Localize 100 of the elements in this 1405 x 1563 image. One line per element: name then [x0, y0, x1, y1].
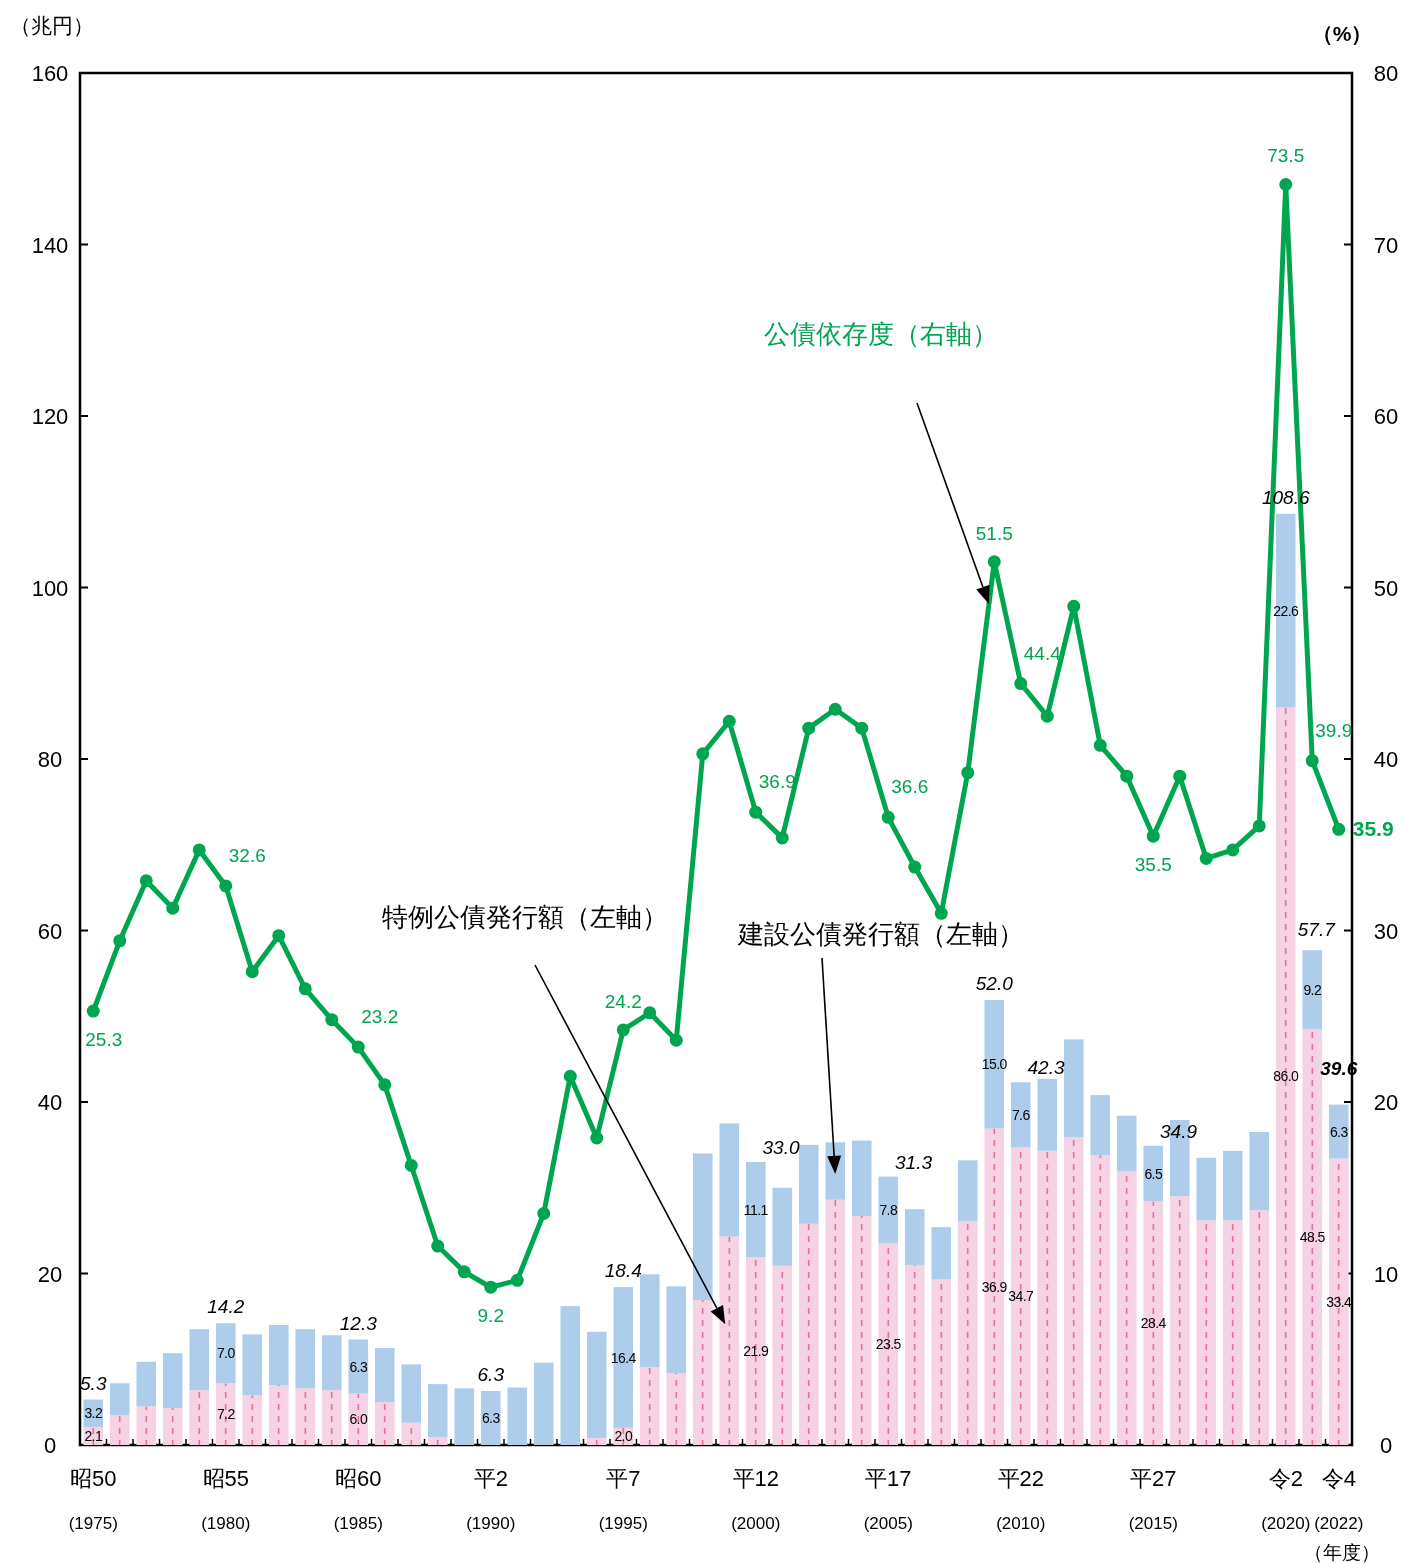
bar: [719, 1236, 740, 1445]
point: [537, 1206, 551, 1220]
bar: [639, 1274, 660, 1367]
data-label: 35.9: [1352, 817, 1394, 841]
bar: [560, 1306, 581, 1445]
x-tick-label: 昭60 (1985): [333, 1466, 383, 1533]
point: [722, 714, 736, 728]
bar: [1169, 1196, 1190, 1445]
data-label: 24.2: [604, 990, 642, 1012]
data-label: 9.2: [1303, 981, 1322, 998]
point: [1199, 851, 1213, 865]
y2-tick-label: 30: [1373, 918, 1399, 944]
total-label: 14.2: [207, 1296, 245, 1318]
bar: [851, 1140, 872, 1217]
point: [563, 1069, 577, 1083]
data-label: 36.9: [981, 1278, 1008, 1295]
bar: [136, 1406, 157, 1445]
total-label: 57.7: [1297, 919, 1337, 941]
point: [457, 1265, 471, 1279]
y2-tick-label: 20: [1373, 1090, 1399, 1115]
text: 公債依存度（右軸）: [764, 319, 999, 350]
bar: [242, 1334, 263, 1396]
point: [325, 1013, 339, 1027]
bar: [348, 1339, 369, 1394]
point: [166, 901, 180, 915]
data-label: 73.5: [1267, 145, 1305, 167]
total-label: 31.3: [895, 1151, 933, 1173]
bar: [1222, 1220, 1243, 1445]
y-tick-label: 60: [37, 918, 63, 944]
data-label: 35.5: [1134, 854, 1172, 876]
total-label: 12.3: [339, 1312, 378, 1334]
x-tick-label: 昭50 (1975): [68, 1466, 118, 1533]
data-label: 23.2: [361, 1006, 399, 1028]
bar: [719, 1123, 740, 1237]
point: [696, 747, 710, 761]
bar: [215, 1323, 236, 1384]
bar: [666, 1286, 687, 1373]
bar: [136, 1361, 157, 1407]
text: 建設公債発行額（左軸）: [737, 918, 1025, 949]
data-label: 9.2: [477, 1305, 504, 1327]
point: [86, 1004, 100, 1018]
y-tick-label: 20: [37, 1261, 63, 1287]
bar: [162, 1408, 183, 1445]
bar: [1222, 1150, 1243, 1221]
data-label: 3.2: [84, 1405, 103, 1422]
y2-tick-label: 10: [1373, 1261, 1399, 1287]
y2-axis-title: （%）: [1311, 22, 1373, 45]
bar: [1275, 513, 1296, 708]
bar: [1249, 1132, 1270, 1211]
bar: [533, 1362, 554, 1445]
bar: [1143, 1145, 1164, 1202]
y-tick-label: 160: [31, 61, 69, 86]
bar: [745, 1257, 766, 1445]
bar: [1196, 1220, 1217, 1445]
bar: [268, 1384, 289, 1445]
y2-tick-label: 70: [1373, 232, 1399, 258]
bar: [692, 1300, 713, 1445]
bar: [427, 1384, 448, 1438]
bar: [295, 1388, 316, 1446]
point: [855, 721, 869, 735]
data-label: 44.4: [1023, 642, 1062, 664]
point: [1305, 754, 1319, 768]
bar: [242, 1395, 263, 1446]
point: [1226, 843, 1240, 857]
bar: [1302, 950, 1323, 1030]
point: [272, 929, 286, 943]
data-label: 7.0: [216, 1345, 236, 1362]
bar: [586, 1331, 607, 1439]
point: [1040, 709, 1054, 723]
bar: [321, 1390, 342, 1445]
bar: [1090, 1155, 1111, 1446]
data-label: 6.3: [1329, 1123, 1349, 1140]
point: [1093, 738, 1107, 752]
bar: [878, 1176, 899, 1244]
bar: [1063, 1039, 1084, 1138]
point: [828, 702, 842, 716]
point: [351, 1040, 365, 1054]
point: [775, 831, 789, 845]
data-label: 32.6: [228, 844, 266, 866]
bar: [904, 1209, 925, 1265]
data-label: 2.1: [84, 1428, 103, 1444]
data-label: 6.0: [349, 1411, 368, 1428]
x-tick-label: 昭55 (1980): [201, 1466, 251, 1533]
bar: [454, 1388, 475, 1446]
point: [590, 1131, 604, 1145]
bar: [586, 1438, 607, 1445]
bar: [825, 1199, 846, 1446]
data-label: 6.3: [481, 1409, 501, 1426]
bar: [507, 1387, 528, 1445]
y-axis-title: （兆円）: [10, 14, 94, 37]
bar: [268, 1324, 289, 1385]
bar: [1249, 1210, 1270, 1446]
point: [484, 1280, 498, 1294]
bar: [1037, 1078, 1058, 1151]
bar: [1063, 1137, 1084, 1445]
y-tick-label: 100: [31, 575, 69, 601]
bar: [109, 1414, 130, 1445]
point: [881, 810, 895, 824]
y2-tick-label: 40: [1373, 747, 1399, 772]
bar: [321, 1335, 342, 1391]
